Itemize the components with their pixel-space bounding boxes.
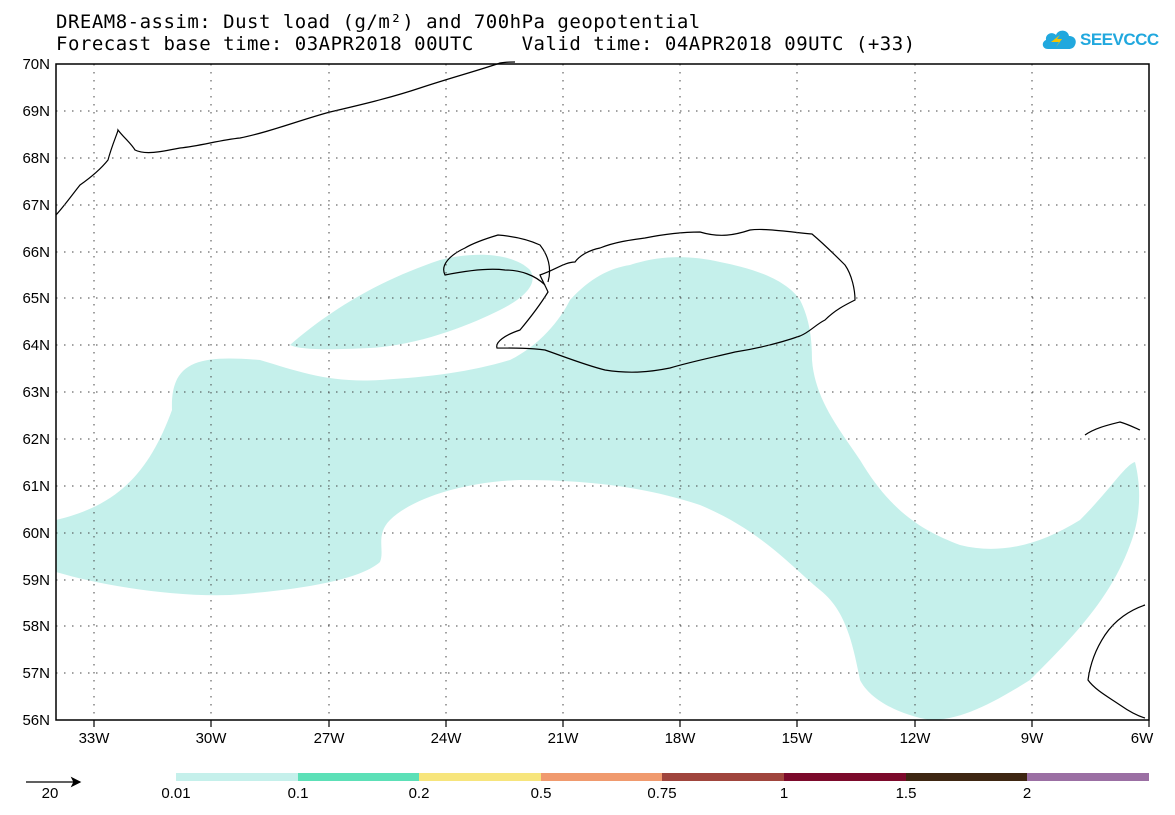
faroe-shetland-coast xyxy=(1084,421,1141,436)
legend-label: 1.5 xyxy=(895,785,917,802)
legend-label: 0.1 xyxy=(287,785,309,802)
scotland-coast xyxy=(1087,604,1146,719)
lon-label: 33W xyxy=(78,730,110,747)
legend-label: 2 xyxy=(1022,785,1032,802)
map-frame xyxy=(55,63,1150,721)
lon-label: 6W xyxy=(1130,730,1154,747)
vector-reference-arrow xyxy=(26,776,82,788)
map-title: DREAM8-assim: Dust load (g/m²) and 700hP… xyxy=(56,11,701,33)
vector-reference-label: 20 xyxy=(41,785,59,802)
legend-label: 0.75 xyxy=(647,785,677,802)
lat-label: 68N xyxy=(22,150,50,167)
legend-swatch xyxy=(1027,773,1150,781)
legend-swatch xyxy=(297,773,420,781)
westfjords-coast xyxy=(443,234,551,286)
iceland-coast xyxy=(496,228,856,373)
legend-swatch xyxy=(540,773,663,781)
legend-swatch xyxy=(176,773,298,781)
legend-swatch xyxy=(662,773,785,781)
lat-label: 57N xyxy=(22,665,50,682)
legend-swatch xyxy=(905,773,1028,781)
lat-label: 62N xyxy=(22,431,50,448)
lat-label: 61N xyxy=(22,478,50,495)
lon-label: 12W xyxy=(899,730,931,747)
lat-label: 70N xyxy=(22,56,50,73)
legend-swatch xyxy=(419,773,542,781)
lat-label: 69N xyxy=(22,103,50,120)
lon-label: 18W xyxy=(664,730,696,747)
logo-text: SEEVCCC xyxy=(1080,30,1159,49)
lon-label: 15W xyxy=(781,730,813,747)
lat-label: 59N xyxy=(22,572,50,589)
coastlines xyxy=(55,61,1146,719)
forecast-times: Forecast base time: 03APR2018 00UTC Vali… xyxy=(56,33,916,55)
lat-label: 66N xyxy=(22,244,50,261)
lat-label: 63N xyxy=(22,384,50,401)
dust-load-area xyxy=(56,254,1140,720)
lon-label: 27W xyxy=(313,730,345,747)
legend-label: 0.5 xyxy=(530,785,552,802)
axis-ticks xyxy=(93,720,1150,727)
lat-label: 56N xyxy=(22,712,50,729)
lat-label: 64N xyxy=(22,337,50,354)
lon-label: 24W xyxy=(430,730,462,747)
legend-swatch xyxy=(784,773,906,781)
legend-label: 0.2 xyxy=(408,785,430,802)
lat-label: 60N xyxy=(22,525,50,542)
lon-label: 21W xyxy=(547,730,579,747)
seevccc-logo: SEEVCCC xyxy=(1040,28,1159,52)
lat-label: 67N xyxy=(22,197,50,214)
lon-label: 9W xyxy=(1020,730,1044,747)
lat-lon-grid xyxy=(56,64,1149,720)
lat-label: 58N xyxy=(22,618,50,635)
cloud-icon xyxy=(1042,30,1076,49)
greenland-coast xyxy=(55,61,516,216)
lat-label: 65N xyxy=(22,290,50,307)
legend-label: 1 xyxy=(779,785,789,802)
legend-label: 0.01 xyxy=(161,785,191,802)
lon-label: 30W xyxy=(195,730,227,747)
